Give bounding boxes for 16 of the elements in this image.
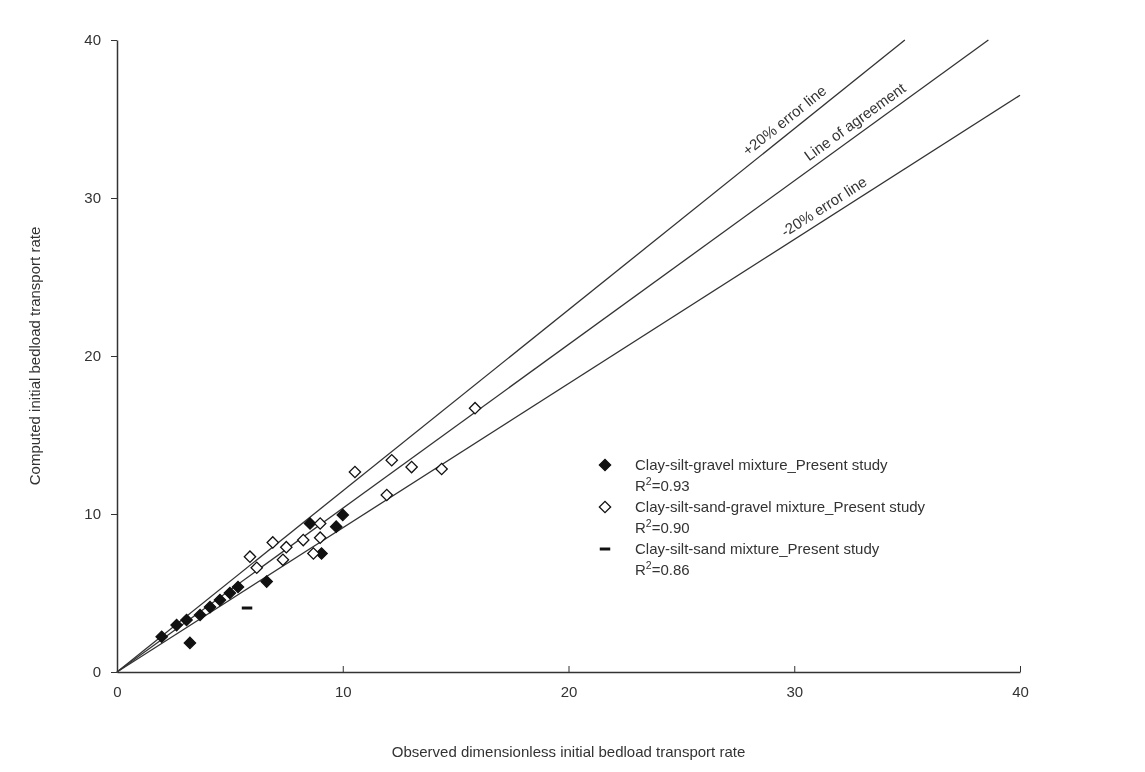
y-tick-label: 30 [84, 189, 101, 207]
x-tick-label: 0 [113, 682, 122, 700]
y-tick-label: 0 [92, 663, 101, 681]
x-tick-label: 20 [560, 682, 578, 700]
x-tick-label: 30 [786, 682, 804, 700]
legend-label: Clay-silt-sand-gravel mixture_Present study R$^{2}$=0.90 [635, 498, 926, 536]
x-tick-label: 40 [1012, 682, 1029, 700]
legend-label: Clay-silt-gravel mixture_Present study R$^{2}$=0.93 [635, 456, 889, 494]
annotation: -20% error line [777, 172, 870, 241]
x-tick-label: 10 [334, 682, 352, 700]
y-tick-label: 40 [84, 31, 101, 49]
y-tick-label: 20 [84, 347, 101, 365]
legend-label: Clay-silt-sand mixture_Present study R$^{2}$=0.86 [635, 540, 880, 578]
y-tick-label: 10 [84, 505, 101, 523]
x-axis-title: Observed dimensionless initial bedload transport rate [391, 743, 746, 760]
y-axis-title: Computed initial bedload transport rate [26, 226, 43, 486]
